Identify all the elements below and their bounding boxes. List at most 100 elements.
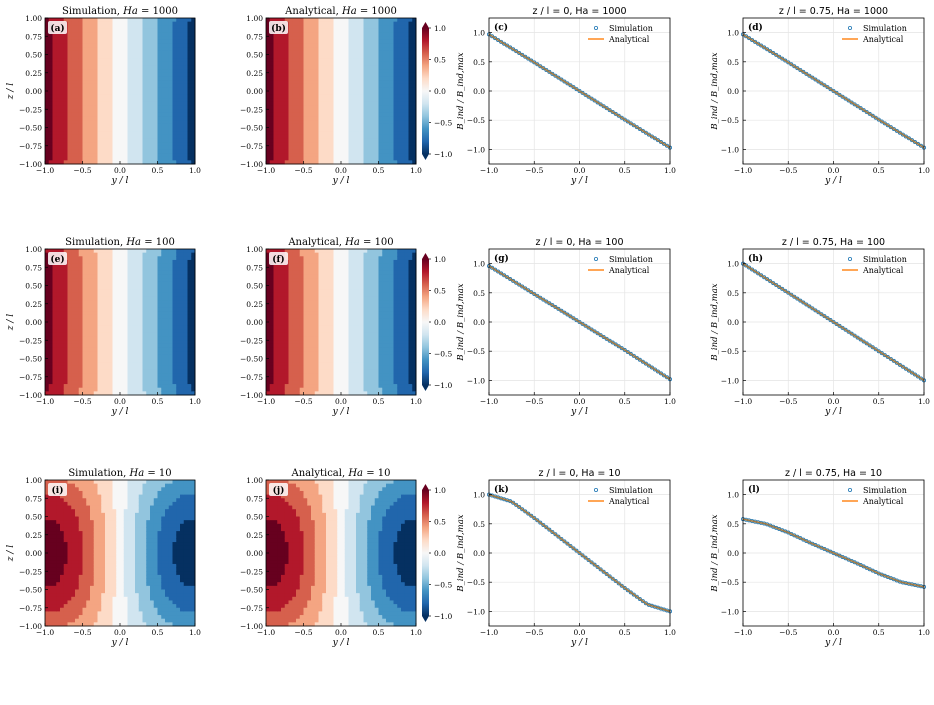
contour-cell (52, 351, 57, 356)
contour-cell (131, 354, 136, 359)
contour-cell (307, 61, 312, 66)
contour-cell (93, 120, 98, 125)
contour-cell (371, 28, 376, 34)
contour-cell (112, 274, 117, 279)
contour-cell (123, 365, 128, 370)
contour-cell (123, 83, 128, 88)
contour-cell (146, 72, 151, 77)
contour-cell (168, 153, 173, 158)
contour-cell (90, 101, 95, 107)
contour-cell (56, 322, 61, 327)
contour-cell (363, 39, 368, 45)
contour-cell (277, 91, 282, 96)
contour-cell (299, 149, 304, 154)
contour-cell (371, 142, 376, 147)
contour-cell (168, 72, 173, 77)
contour-cell (45, 296, 50, 301)
contour-cell (180, 296, 185, 301)
y-tick-label: 0.0 (473, 87, 485, 96)
contour-cell (123, 28, 128, 34)
contour-cell (367, 101, 372, 107)
contour-cell (176, 332, 181, 338)
contour-cell (318, 134, 323, 139)
contour-cell (78, 54, 83, 59)
contour-cell (90, 127, 95, 132)
contour-cell (135, 105, 140, 110)
contour-cell (288, 116, 293, 121)
contour-cell (408, 28, 413, 34)
contour-cell (303, 153, 308, 158)
contour-cell (146, 54, 151, 59)
contour-cell (303, 80, 308, 85)
contour-cell (150, 116, 155, 121)
contour-cell (157, 340, 162, 345)
contour-cell (168, 256, 173, 261)
contour-cell (142, 281, 147, 286)
contour-cell (386, 120, 391, 125)
contour-cell (311, 39, 316, 45)
contour-cell (273, 109, 278, 114)
contour-cell (105, 72, 110, 77)
contour-cell (131, 98, 136, 103)
contour-cell (142, 61, 147, 66)
contour-cell (150, 21, 155, 26)
contour-cell (97, 105, 102, 110)
contour-cell (131, 65, 136, 70)
contour-cell (78, 87, 83, 92)
contour-cell (386, 101, 391, 107)
contour-cell (266, 131, 271, 136)
contour-cell (389, 47, 394, 52)
contour-cell (337, 134, 342, 139)
contour-cell (120, 25, 125, 30)
contour-cell (52, 354, 57, 359)
contour-cell (101, 358, 106, 363)
contour-cell (105, 278, 110, 283)
contour-cell (150, 36, 155, 41)
contour-cell (412, 50, 417, 55)
contour-cell (269, 120, 274, 125)
contour-cell (105, 362, 110, 367)
contour-cell (75, 270, 80, 276)
contour-cell (123, 387, 128, 392)
contour-cell (146, 322, 151, 327)
contour-cell (348, 61, 353, 66)
contour-cell (142, 142, 147, 147)
contour-cell (123, 285, 128, 290)
contour-cell (393, 131, 398, 136)
x-tick-label: −1.0 (480, 166, 498, 175)
contour-cell (75, 18, 80, 23)
contour-cell (180, 138, 185, 143)
contour-cell (157, 296, 162, 301)
contour-cell (120, 354, 125, 359)
contour-cell (393, 153, 398, 158)
contour-cell (135, 28, 140, 34)
contour-cell (307, 123, 312, 128)
contour-cell (142, 380, 147, 385)
contour-cell (93, 91, 98, 96)
contour-cell (172, 362, 177, 367)
contour-cell (45, 112, 50, 118)
contour-cell (191, 65, 196, 70)
contour-cell (146, 249, 151, 254)
contour-cell (299, 120, 304, 125)
contour-cell (299, 43, 304, 48)
contour-cell (146, 83, 151, 88)
contour-cell (78, 373, 83, 378)
contour-cell (378, 43, 383, 48)
contour-cell (191, 123, 196, 128)
contour-cell (135, 76, 140, 81)
x-axis-label: y / l (332, 176, 350, 186)
contour-cell (123, 259, 128, 265)
contour-cell (75, 332, 80, 338)
contour-cell (146, 28, 151, 34)
contour-cell (397, 131, 402, 136)
contour-cell (60, 61, 65, 66)
contour-cell (97, 347, 102, 352)
contour-cell (97, 369, 102, 374)
contour-cell (269, 149, 274, 154)
contour-cell (311, 47, 316, 52)
contour-cell (281, 58, 286, 63)
contour-cell (314, 72, 319, 77)
contour-cell (63, 58, 68, 63)
contour-cell (393, 25, 398, 30)
